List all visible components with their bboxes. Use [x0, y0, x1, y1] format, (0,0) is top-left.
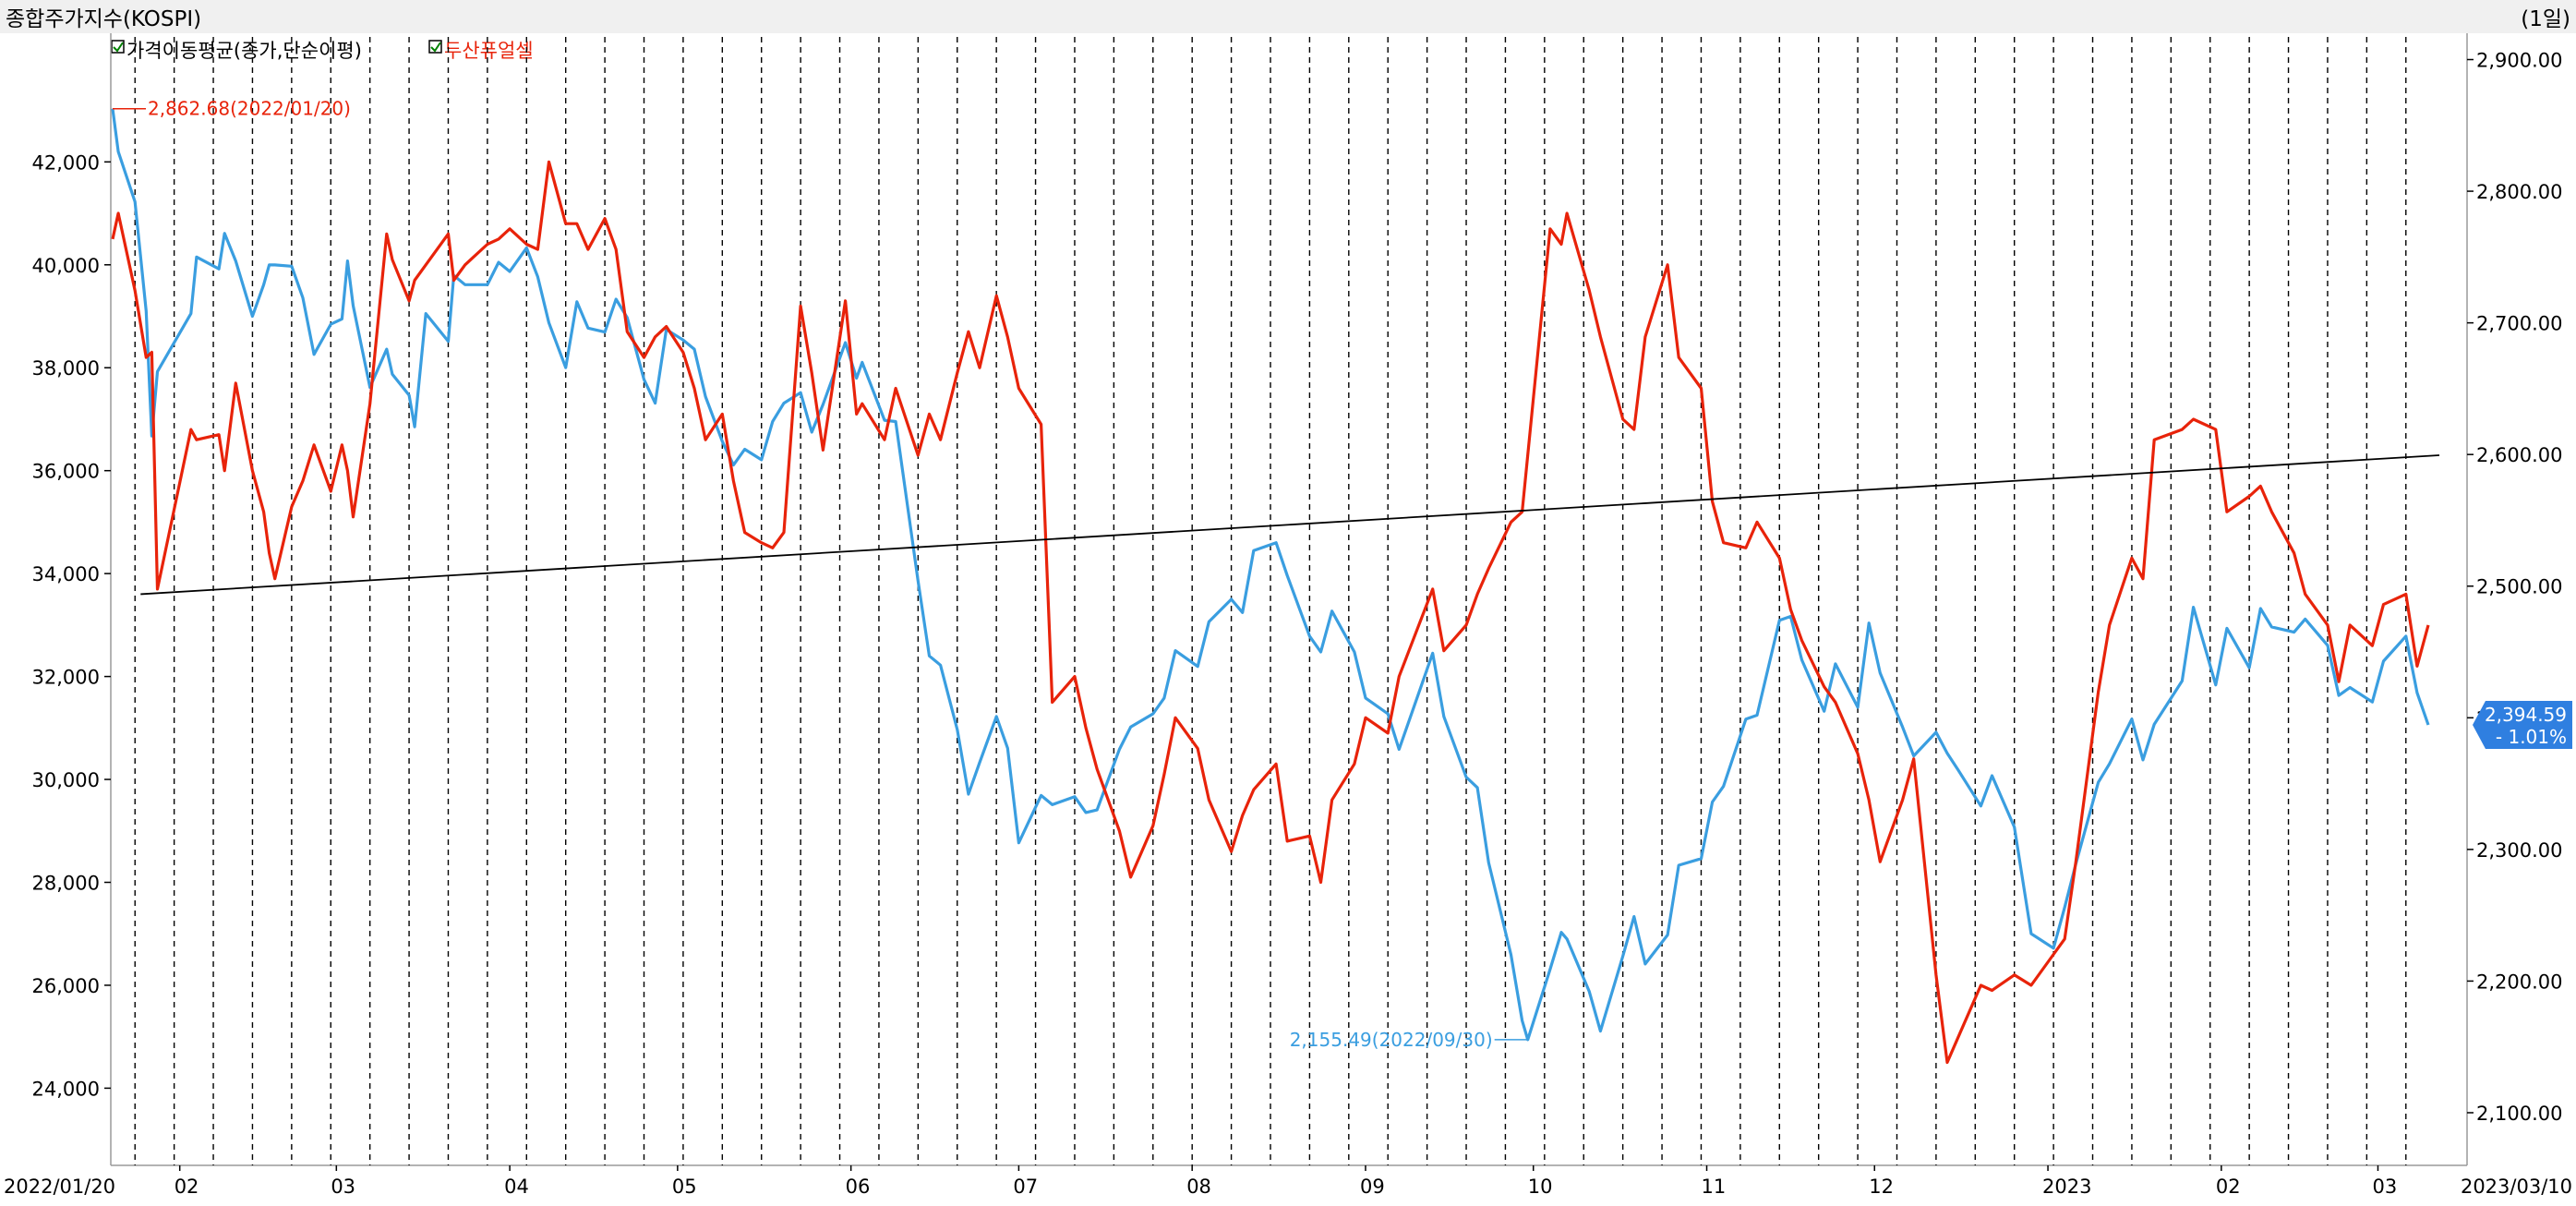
x-tick-label: 08: [1186, 1176, 1211, 1198]
trend-line: [140, 454, 2440, 596]
x-end-label: 2023/03/10: [2461, 1176, 2572, 1198]
x-tick-label: 05: [672, 1176, 697, 1198]
x-tick-label: 2023: [2042, 1176, 2091, 1198]
header-band: [0, 0, 2576, 33]
x-axis: 2022/01/20 2023/03/10 02 03 04 05 06 07 08 09 10 11…: [4, 1165, 2572, 1198]
right-tick-label: 2,600.00: [2476, 444, 2563, 466]
legend: 가격이동평균(종가,단순이평) 두산퓨얼셀: [111, 40, 534, 62]
right-tick-label: 2,800.00: [2476, 181, 2563, 203]
x-tick-label: 03: [331, 1176, 355, 1198]
chart-title: 종합주가지수(KOSPI): [6, 7, 201, 31]
checkmark-icon: [430, 42, 441, 53]
x-tick-label: 04: [504, 1176, 529, 1198]
annotations: 2,862.68(2022/01/20) 2,155.49(2022/09/30…: [113, 98, 2572, 1051]
x-tick-label: 03: [2372, 1176, 2397, 1198]
low-annotation: 2,155.49(2022/09/30): [1290, 1029, 1493, 1051]
left-tick-label: 36,000: [32, 461, 100, 483]
x-start-label: 2022/01/20: [4, 1176, 115, 1198]
kospi-series-line: [111, 108, 2430, 1042]
weekly-gridlines: [134, 37, 2407, 1165]
left-tick-label: 42,000: [32, 151, 100, 174]
x-tick-label: 11: [1702, 1176, 1727, 1198]
right-tick-label: 2,900.00: [2476, 50, 2563, 72]
left-axis: 24,000 26,000 28,000 30,000 32,000 34,000 36,0…: [32, 151, 111, 1100]
last-value: 2,394.59: [2485, 704, 2567, 726]
left-tick-label: 40,000: [32, 255, 100, 277]
right-tick-label: 2,500.00: [2476, 576, 2563, 598]
left-tick-label: 34,000: [32, 563, 100, 585]
left-tick-label: 26,000: [32, 975, 100, 997]
last-value-badge: 2,394.59 - 1.01%: [2473, 701, 2572, 750]
x-tick-label: 07: [1013, 1176, 1038, 1198]
checkmark-icon: [113, 42, 124, 53]
right-tick-label: 2,300.00: [2476, 839, 2563, 862]
x-tick-label: 06: [846, 1176, 871, 1198]
series-layer: [111, 108, 2440, 1065]
right-tick-label: 2,700.00: [2476, 313, 2563, 335]
x-tick-label: 02: [175, 1176, 199, 1198]
legend-checkbox-doosan[interactable]: [428, 40, 442, 54]
left-tick-label: 32,000: [32, 667, 100, 689]
doosan-series-line: [111, 160, 2430, 1065]
left-tick-label: 28,000: [32, 873, 100, 895]
legend-checkbox-ma[interactable]: [111, 40, 125, 54]
x-tick-label: 10: [1528, 1176, 1553, 1198]
right-tick-label: 2,200.00: [2476, 971, 2563, 993]
last-change: - 1.01%: [2496, 726, 2567, 748]
left-tick-label: 30,000: [32, 769, 100, 791]
period-label: (1일): [2521, 7, 2570, 31]
high-annotation: 2,862.68(2022/01/20): [148, 98, 351, 120]
badge-shape: [2473, 701, 2572, 750]
legend-label-doosan: 두산퓨얼셀: [444, 40, 534, 62]
x-tick-label: 02: [2216, 1176, 2241, 1198]
left-tick-label: 38,000: [32, 357, 100, 380]
x-tick-label: 09: [1360, 1176, 1385, 1198]
right-tick-label: 2,100.00: [2476, 1103, 2563, 1125]
legend-label-ma: 가격이동평균(종가,단순이평): [126, 40, 362, 62]
left-tick-label: 24,000: [32, 1078, 100, 1100]
x-tick-label: 12: [1869, 1176, 1894, 1198]
